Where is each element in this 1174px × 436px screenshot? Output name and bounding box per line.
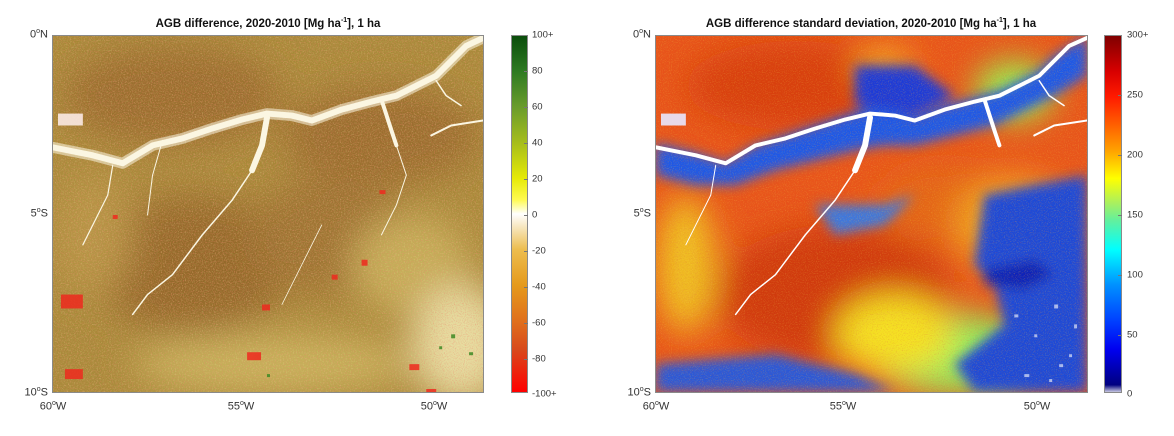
left-cbar-label-neg100: -100+ bbox=[532, 388, 557, 400]
right-cbar-label-250: 250 bbox=[1127, 89, 1143, 101]
left-cbar-tick bbox=[524, 323, 528, 324]
left-map-agb-difference bbox=[52, 35, 484, 393]
left-xtick-55W: 55oW bbox=[227, 400, 255, 413]
left-chart-title: AGB difference, 2020-2010 [Mg ha-1], 1 h… bbox=[155, 17, 381, 30]
left-cbar-label-neg80: -80 bbox=[532, 353, 546, 365]
right-cbar-tick bbox=[1118, 335, 1122, 336]
right-xtick-50W: 50oW bbox=[1023, 400, 1051, 413]
right-cbar-label-100: 100 bbox=[1127, 269, 1143, 281]
left-cbar-label-80: 80 bbox=[532, 65, 543, 77]
left-cbar-tick bbox=[524, 143, 528, 144]
left-cbar-tick bbox=[524, 251, 528, 252]
left-ytick-0N: 0oN bbox=[30, 28, 48, 41]
right-cbar-tick bbox=[1118, 215, 1122, 216]
left-ytick-10S: 10oS bbox=[24, 386, 49, 399]
left-cbar-tick bbox=[524, 287, 528, 288]
left-cbar-label-100: 100+ bbox=[532, 29, 554, 41]
left-cbar-label-neg40: -40 bbox=[532, 281, 546, 293]
left-cbar-label-40: 40 bbox=[532, 137, 543, 149]
left-cbar-tick bbox=[524, 107, 528, 108]
left-cbar-label-neg20: -20 bbox=[532, 245, 546, 257]
left-cbar-label-20: 20 bbox=[532, 173, 543, 185]
right-xtick-60W: 60oW bbox=[642, 400, 670, 413]
left-ytick-5S: 5oS bbox=[30, 207, 48, 220]
right-cbar-label-50: 50 bbox=[1127, 329, 1138, 341]
right-cbar-tick bbox=[1118, 155, 1122, 156]
right-cbar-tick bbox=[1118, 95, 1122, 96]
right-cbar-label-300: 300+ bbox=[1127, 29, 1149, 41]
left-cbar-label-0: 0 bbox=[532, 209, 538, 221]
right-ytick-0N: 0oN bbox=[633, 28, 651, 41]
right-map-agb-stddev bbox=[655, 35, 1088, 393]
right-cbar-label-0: 0 bbox=[1127, 388, 1133, 400]
left-cbar-label-60: 60 bbox=[532, 101, 543, 113]
left-cbar-label-neg60: -60 bbox=[532, 317, 546, 329]
right-cbar-label-150: 150 bbox=[1127, 209, 1143, 221]
right-chart-title: AGB difference standard deviation, 2020-… bbox=[705, 17, 1037, 30]
right-ytick-10S: 10oS bbox=[627, 386, 652, 399]
right-cbar-label-200: 200 bbox=[1127, 149, 1143, 161]
right-xtick-55W: 55oW bbox=[829, 400, 857, 413]
left-colorbar bbox=[511, 35, 528, 393]
left-cbar-tick bbox=[524, 215, 528, 216]
right-cbar-tick bbox=[1118, 275, 1122, 276]
left-cbar-tick bbox=[524, 179, 528, 180]
left-cbar-tick bbox=[524, 71, 528, 72]
left-xtick-50W: 50oW bbox=[420, 400, 448, 413]
right-ytick-5S: 5oS bbox=[633, 207, 651, 220]
right-colorbar bbox=[1104, 35, 1122, 393]
left-xtick-60W: 60oW bbox=[39, 400, 67, 413]
left-cbar-tick bbox=[524, 359, 528, 360]
